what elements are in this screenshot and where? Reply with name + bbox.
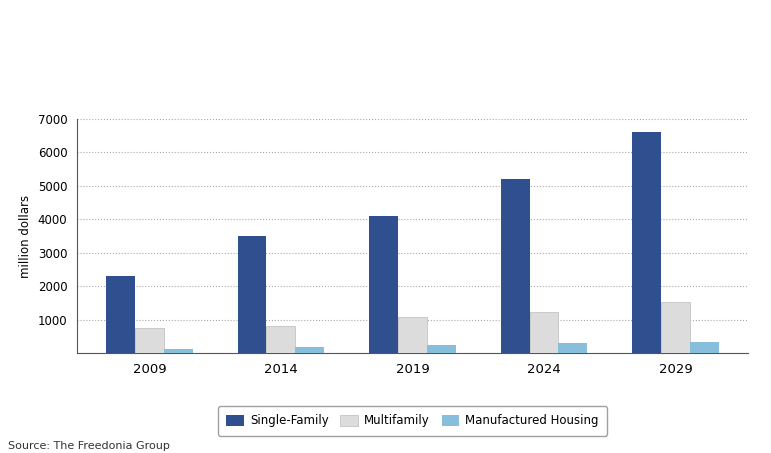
Text: Source: The Freedonia Group: Source: The Freedonia Group (8, 441, 170, 451)
Bar (237, 236, 267, 353)
Bar (500, 179, 530, 353)
Bar (530, 313, 558, 353)
Bar (164, 349, 193, 353)
Y-axis label: million dollars: million dollars (19, 194, 32, 278)
Text: ®: ® (707, 68, 715, 77)
Bar (558, 343, 588, 353)
Bar (398, 317, 427, 353)
Bar (267, 326, 295, 353)
Legend: Single-Family, Multifamily, Manufactured Housing: Single-Family, Multifamily, Manufactured… (218, 406, 607, 436)
Bar (135, 328, 164, 353)
Bar (369, 216, 398, 353)
Bar (661, 302, 690, 353)
Bar (106, 276, 135, 353)
Bar (295, 347, 325, 353)
Text: Figure 4-1 | Residential Lighting Fixture Demand by Housing Type, 2009 – 2029 (m: Figure 4-1 | Residential Lighting Fixtur… (8, 15, 605, 26)
Text: Freedonia: Freedonia (620, 72, 695, 86)
Bar (427, 345, 456, 353)
Bar (690, 342, 719, 353)
Bar (632, 132, 661, 353)
